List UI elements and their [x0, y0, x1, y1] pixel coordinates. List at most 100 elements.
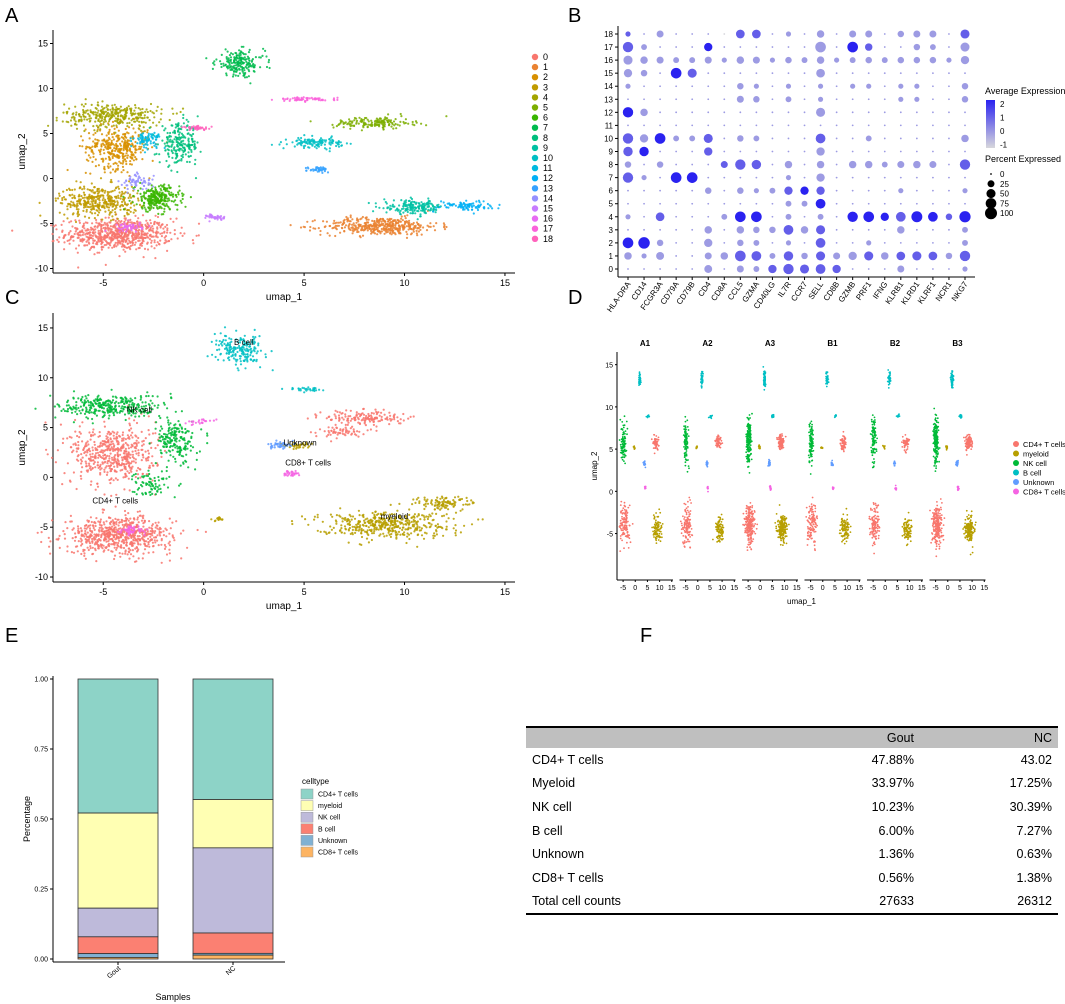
data-point	[245, 60, 248, 63]
data-point	[52, 225, 56, 228]
data-point	[154, 521, 157, 524]
data-point	[131, 201, 134, 204]
data-point	[399, 120, 402, 123]
data-point	[89, 203, 92, 206]
data-point	[116, 462, 119, 465]
data-point	[362, 118, 366, 121]
data-point	[101, 511, 104, 514]
data-point	[60, 223, 63, 226]
data-point	[115, 245, 118, 248]
data-point	[117, 185, 120, 188]
data-point	[107, 209, 110, 212]
data-point	[79, 238, 82, 241]
data-point	[93, 217, 96, 220]
data-point	[345, 142, 348, 145]
data-point	[239, 53, 242, 57]
data-point	[283, 99, 286, 102]
data-point	[112, 522, 115, 525]
data-point	[323, 147, 327, 150]
data-point	[413, 124, 416, 127]
data-point	[105, 241, 109, 244]
data-point	[142, 256, 145, 259]
data-point	[141, 188, 144, 191]
data-point	[161, 191, 164, 194]
data-point	[378, 119, 381, 122]
data-point	[65, 188, 68, 192]
data-point	[136, 473, 140, 476]
data-point	[177, 191, 180, 194]
data-point	[115, 546, 118, 550]
legend-label: 1	[543, 62, 548, 72]
data-point	[76, 202, 79, 205]
data-point	[117, 187, 121, 190]
data-point	[198, 127, 201, 130]
data-point	[320, 143, 323, 147]
data-point	[112, 162, 115, 165]
data-point	[115, 135, 118, 138]
legend-swatch	[531, 175, 539, 182]
data-point	[150, 241, 153, 244]
data-point	[157, 212, 160, 215]
data-point	[270, 98, 273, 101]
data-point	[95, 143, 98, 147]
data-point	[127, 452, 130, 455]
data-point	[114, 187, 117, 190]
data-point	[89, 547, 92, 550]
data-point	[88, 431, 91, 434]
data-point	[72, 235, 75, 238]
data-point	[123, 220, 126, 223]
data-point	[140, 459, 143, 462]
data-point	[167, 153, 170, 156]
data-point	[177, 193, 180, 196]
data-point	[86, 188, 89, 191]
data-point	[106, 471, 109, 474]
data-point	[183, 149, 186, 153]
data-point	[150, 446, 153, 449]
data-point	[163, 129, 166, 132]
data-point	[70, 200, 73, 203]
data-point	[131, 223, 134, 226]
data-point	[101, 462, 104, 465]
data-point	[72, 551, 76, 554]
data-point	[141, 149, 144, 152]
data-point	[235, 54, 238, 57]
data-point	[403, 203, 406, 206]
data-point	[314, 227, 317, 230]
data-point	[116, 440, 119, 443]
data-point	[71, 188, 74, 192]
data-point	[83, 445, 87, 448]
data-point	[426, 201, 429, 204]
data-point	[164, 204, 167, 208]
data-point	[213, 60, 216, 63]
data-point	[95, 115, 98, 118]
data-point	[93, 186, 96, 189]
data-point	[100, 145, 103, 148]
data-point	[143, 548, 147, 551]
x-tick-label: 10	[400, 278, 410, 288]
data-point	[337, 145, 341, 148]
data-point	[122, 137, 125, 140]
data-point	[324, 140, 327, 143]
data-point	[135, 148, 138, 151]
data-point	[170, 200, 173, 203]
data-point	[153, 220, 156, 223]
data-point	[398, 227, 401, 231]
data-point	[353, 224, 356, 227]
data-point	[141, 107, 144, 111]
data-point	[80, 462, 83, 465]
data-point	[137, 557, 140, 560]
data-point	[129, 175, 132, 178]
data-point	[112, 138, 115, 141]
data-point	[370, 123, 373, 126]
data-point	[250, 60, 253, 63]
data-point	[121, 190, 124, 193]
legend-label: 4	[543, 92, 548, 102]
data-point	[236, 61, 239, 64]
data-point	[193, 145, 196, 148]
data-point	[85, 462, 88, 465]
data-point	[90, 103, 93, 106]
data-point	[389, 225, 393, 228]
data-point	[76, 215, 79, 218]
x-tick-label: -5	[99, 587, 107, 597]
